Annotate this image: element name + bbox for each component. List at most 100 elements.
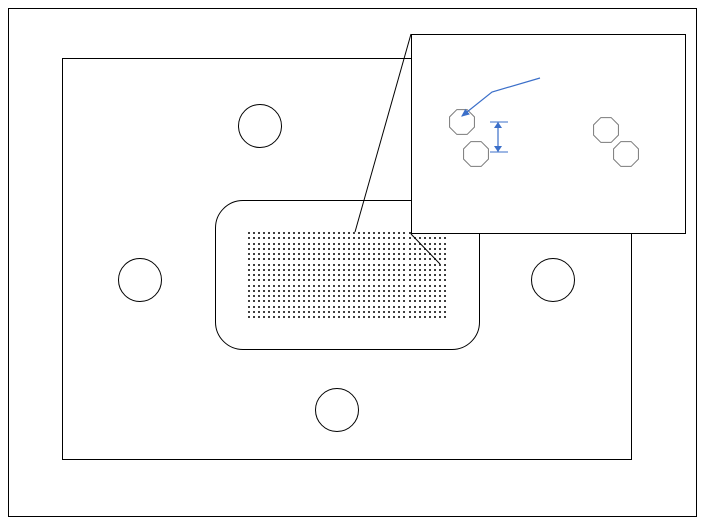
pattern-dot [248, 274, 250, 276]
pattern-dot [409, 253, 411, 255]
pattern-dot [333, 269, 335, 271]
pattern-dot [338, 237, 340, 239]
pattern-dot [298, 243, 300, 245]
pattern-dot [424, 269, 426, 271]
pattern-dot [383, 306, 385, 308]
pattern-dot [298, 253, 300, 255]
pattern-dot [328, 279, 330, 281]
pattern-dot [398, 290, 400, 292]
pattern-dot [373, 264, 375, 266]
pattern-dot [318, 279, 320, 281]
pattern-dot [248, 232, 250, 234]
pattern-dot [414, 279, 416, 281]
pattern-dot [248, 290, 250, 292]
pattern-dot [368, 285, 370, 287]
pattern-dot [328, 300, 330, 302]
pattern-dot [333, 232, 335, 234]
pattern-dot [298, 311, 300, 313]
pattern-dot [358, 285, 360, 287]
pattern-dot [414, 274, 416, 276]
pattern-dot [444, 264, 446, 266]
pattern-dot [328, 295, 330, 297]
pattern-dot [253, 279, 255, 281]
pattern-dot [378, 316, 380, 318]
pattern-dot [263, 285, 265, 287]
pattern-dot [424, 300, 426, 302]
pattern-dot [268, 243, 270, 245]
pattern-dot [333, 253, 335, 255]
pattern-dot [308, 279, 310, 281]
pattern-dot [358, 243, 360, 245]
pattern-dot [308, 243, 310, 245]
pattern-dot [419, 295, 421, 297]
pattern-dot [363, 237, 365, 239]
pattern-dot [293, 300, 295, 302]
pattern-dot [353, 243, 355, 245]
pattern-dot [343, 258, 345, 260]
pattern-dot [388, 243, 390, 245]
pattern-dot [258, 269, 260, 271]
pattern-dot [313, 243, 315, 245]
pattern-dot [308, 248, 310, 250]
pattern-dot [378, 306, 380, 308]
pattern-dot [424, 279, 426, 281]
pattern-dot [338, 316, 340, 318]
pattern-dot [278, 300, 280, 302]
pattern-dot [273, 274, 275, 276]
pattern-dot [323, 285, 325, 287]
pattern-dot [383, 279, 385, 281]
pattern-dot [393, 300, 395, 302]
pattern-dot [303, 237, 305, 239]
pattern-dot [278, 311, 280, 313]
pattern-dot [383, 258, 385, 260]
pattern-dot [439, 237, 441, 239]
pattern-dot [268, 290, 270, 292]
pattern-dot [288, 311, 290, 313]
pattern-dot [293, 316, 295, 318]
pattern-dot [328, 269, 330, 271]
pattern-dot [338, 300, 340, 302]
pattern-dot [368, 316, 370, 318]
pattern-dot [253, 258, 255, 260]
pattern-dot [338, 269, 340, 271]
pattern-dot [338, 290, 340, 292]
pattern-dot [308, 253, 310, 255]
pattern-dot [378, 285, 380, 287]
pattern-dot [278, 243, 280, 245]
pattern-dot [273, 237, 275, 239]
pattern-dot [338, 311, 340, 313]
pattern-dot [333, 300, 335, 302]
pattern-dot [283, 243, 285, 245]
pattern-dot [258, 311, 260, 313]
pattern-dot [398, 243, 400, 245]
pattern-dot [368, 311, 370, 313]
pattern-dot [268, 279, 270, 281]
pattern-dot [283, 316, 285, 318]
pattern-dot [444, 253, 446, 255]
pattern-dot [429, 264, 431, 266]
pattern-dot [398, 279, 400, 281]
pattern-dot [313, 285, 315, 287]
pattern-dot [268, 253, 270, 255]
pattern-dot [323, 243, 325, 245]
pattern-dot [288, 243, 290, 245]
pattern-dot [368, 290, 370, 292]
pattern-dot [368, 295, 370, 297]
pattern-dot [328, 306, 330, 308]
pattern-dot [318, 295, 320, 297]
pattern-dot [258, 316, 260, 318]
pattern-dot [293, 232, 295, 234]
pattern-dot [363, 253, 365, 255]
pattern-dot [263, 300, 265, 302]
pattern-dot [303, 253, 305, 255]
pattern-dot [248, 285, 250, 287]
pattern-dot [328, 248, 330, 250]
big-circle [315, 388, 359, 432]
pattern-dot [288, 237, 290, 239]
pattern-dot [403, 300, 405, 302]
pattern-dot [273, 285, 275, 287]
pattern-dot [388, 285, 390, 287]
pattern-dot [393, 285, 395, 287]
pattern-dot [439, 300, 441, 302]
pattern-dot [308, 285, 310, 287]
